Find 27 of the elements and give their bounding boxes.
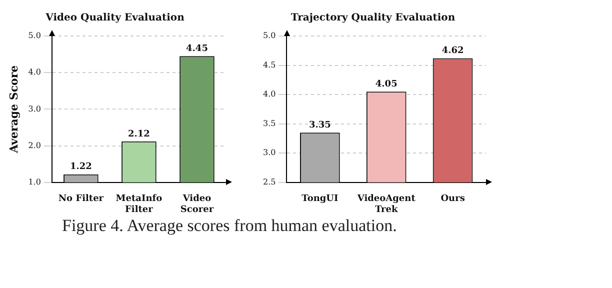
y-tick-label: 5.0 <box>28 31 41 40</box>
x-tick-label: TongUI <box>302 194 338 204</box>
data-label: 3.35 <box>308 120 331 130</box>
chart-title: Trajectory Quality Evaluation <box>290 12 456 24</box>
y-tick-label: 4.5 <box>262 60 276 70</box>
y-tick-label: 4.0 <box>28 68 41 77</box>
data-label: 1.22 <box>70 162 92 172</box>
caption: Figure 4. Average scores from human evaluation. <box>62 216 397 236</box>
data-label: 4.05 <box>375 79 398 90</box>
y-tick-label: 4.0 <box>262 90 276 99</box>
y-tick-label: 1.0 <box>28 177 41 186</box>
y-tick-label: 2.0 <box>28 140 41 150</box>
y-tick-label: 3.0 <box>28 104 41 114</box>
data-label: 4.45 <box>186 44 208 54</box>
chart-title: Video Quality Evaluation <box>44 12 186 24</box>
data-label: 2.12 <box>128 129 150 140</box>
y-tick-label: 3.5 <box>262 118 276 128</box>
y-tick-label: 2.5 <box>262 177 276 186</box>
x-tick-label: VideoAgent Trek <box>356 194 416 215</box>
y-tick-label: 5.0 <box>262 31 276 40</box>
x-tick-label: MetaInfo Filter <box>116 194 162 215</box>
y-axis-title: Average Score <box>7 65 20 154</box>
x-tick-label: No Filter <box>58 194 104 204</box>
y-tick-label: 3.0 <box>262 148 276 158</box>
x-tick-label: Ours <box>440 194 465 204</box>
data-label: 4.62 <box>442 46 464 56</box>
x-tick-label: Video Scorer <box>180 194 214 215</box>
